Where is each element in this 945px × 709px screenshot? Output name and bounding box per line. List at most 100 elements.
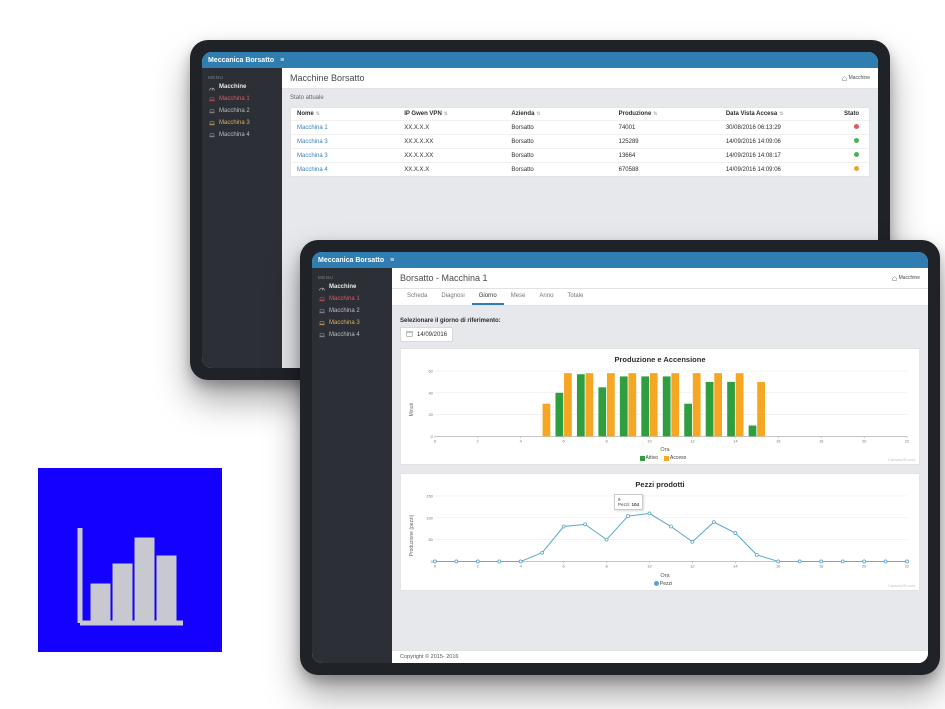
- laptop-icon: [319, 297, 325, 302]
- svg-text:4: 4: [520, 438, 523, 443]
- tab-scheda[interactable]: Scheda: [400, 289, 434, 305]
- cell-nome[interactable]: Macchina 3: [297, 139, 404, 145]
- svg-text:6: 6: [563, 564, 566, 569]
- svg-text:100: 100: [426, 516, 433, 521]
- svg-text:8: 8: [605, 564, 608, 569]
- chart-attribution: CanvasJS.com: [888, 457, 915, 462]
- laptop-icon: [209, 121, 215, 126]
- cell-azienda: Borsatto: [511, 153, 618, 159]
- column-header[interactable]: Nome⇅: [297, 111, 404, 117]
- laptop-icon: [319, 321, 325, 326]
- svg-text:16: 16: [776, 564, 781, 569]
- sidebar-item-macchina-1[interactable]: Macchina 1: [202, 93, 282, 105]
- laptop-icon: [319, 309, 325, 314]
- sidebar-item-label: Macchina 3: [219, 120, 250, 126]
- svg-text:40: 40: [428, 390, 433, 395]
- logo-tile: [38, 468, 222, 652]
- date-picker[interactable]: 14/09/2016: [400, 327, 453, 342]
- sidebar-item-macchina-3[interactable]: Macchina 3: [312, 317, 392, 329]
- sort-icon: ⇅: [444, 111, 448, 117]
- cell-stato: [833, 166, 863, 173]
- sidebar-item-macchina-4[interactable]: Macchina 4: [202, 129, 282, 141]
- svg-text:14: 14: [733, 564, 738, 569]
- dashboard-icon: [319, 285, 325, 290]
- sidebar-item-label: Macchine: [329, 284, 356, 290]
- chart-card-produzione: Produzione e Accensione Minuti 020406002…: [400, 348, 920, 465]
- svg-text:20: 20: [862, 438, 867, 443]
- legend: Pezzi: [407, 581, 913, 587]
- column-header[interactable]: IP Gwen VPN⇅: [404, 111, 511, 117]
- laptop-icon: [209, 97, 215, 102]
- date-select-label: Selezionare il giorno di riferimento:: [400, 318, 920, 324]
- cell-nome[interactable]: Macchina 1: [297, 125, 404, 131]
- svg-text:18: 18: [819, 438, 824, 443]
- cell-data: 14/09/2016 14:09:06: [726, 167, 833, 173]
- svg-text:2: 2: [477, 564, 479, 569]
- cell-produzione: 670588: [619, 167, 726, 173]
- brand: Meccanica Borsatto: [318, 257, 384, 264]
- sidebar-item-machines[interactable]: Macchine: [202, 81, 282, 93]
- svg-text:18: 18: [819, 564, 824, 569]
- breadcrumb[interactable]: Macchine: [842, 75, 870, 81]
- menu-toggle-icon[interactable]: ≡: [390, 257, 394, 264]
- sidebar-item-label: Macchina 4: [329, 332, 360, 338]
- tab-anno[interactable]: Anno: [532, 289, 560, 305]
- sidebar-item-macchina-4[interactable]: Macchina 4: [312, 329, 392, 341]
- cell-data: 14/09/2016 14:09:06: [726, 139, 833, 145]
- chart-title: Pezzi prodotti: [407, 480, 913, 489]
- menu-toggle-icon[interactable]: ≡: [280, 57, 284, 64]
- sidebar-item-label: Macchina 2: [329, 308, 360, 314]
- sidebar-item-macchina-3[interactable]: Macchina 3: [202, 117, 282, 129]
- sort-icon: ⇅: [536, 111, 540, 117]
- sidebar: MENU Macchine Macchina 1Macchina 2Macchi…: [312, 268, 392, 663]
- sidebar-item-macchina-1[interactable]: Macchina 1: [312, 293, 392, 305]
- svg-text:0: 0: [434, 438, 437, 443]
- cell-ip: XX.X.X.X: [404, 167, 511, 173]
- column-header[interactable]: Stato: [833, 111, 863, 117]
- sidebar-item-label: Macchina 1: [329, 296, 360, 302]
- cell-produzione: 125289: [619, 139, 726, 145]
- cell-nome[interactable]: Macchina 4: [297, 167, 404, 173]
- laptop-icon: [209, 133, 215, 138]
- legend: AttivoAcceso: [407, 455, 913, 461]
- sidebar-item-label: Macchina 3: [329, 320, 360, 326]
- page-title: Macchine Borsatto: [290, 73, 365, 83]
- cell-data: 14/09/2016 14:08:17: [726, 153, 833, 159]
- tablet-front: Meccanica Borsatto ≡ MENU Macchine Macch…: [300, 240, 940, 675]
- column-header[interactable]: Azienda⇅: [511, 111, 618, 117]
- svg-text:150: 150: [426, 494, 433, 499]
- chart-title: Produzione e Accensione: [407, 355, 913, 364]
- cell-nome[interactable]: Macchina 3: [297, 153, 404, 159]
- tab-diagnosi[interactable]: Diagnosi: [434, 289, 471, 305]
- sidebar-item-macchina-2[interactable]: Macchina 2: [202, 105, 282, 117]
- sidebar-item-machines[interactable]: Macchine: [312, 281, 392, 293]
- tab-totale[interactable]: Totale: [560, 289, 590, 305]
- svg-text:16: 16: [776, 438, 781, 443]
- sidebar-menu-label: MENU: [202, 72, 282, 81]
- sidebar-item-macchina-2[interactable]: Macchina 2: [312, 305, 392, 317]
- table-row: Macchina 1XX.X.X.XBorsatto7400130/08/201…: [291, 120, 869, 134]
- sort-icon: ⇅: [779, 111, 783, 117]
- breadcrumb[interactable]: Macchine: [892, 275, 920, 281]
- svg-text:20: 20: [428, 412, 433, 417]
- cell-ip: XX.X.X.XX: [404, 153, 511, 159]
- page-header: Macchine Borsatto Macchine: [282, 68, 878, 89]
- sidebar-item-label: Macchina 2: [219, 108, 250, 114]
- column-header[interactable]: Produzione⇅: [619, 111, 726, 117]
- x-axis-label: Ora: [417, 447, 913, 453]
- cell-stato: [833, 124, 863, 131]
- svg-text:2: 2: [477, 438, 479, 443]
- svg-text:12: 12: [690, 438, 694, 443]
- topbar: Meccanica Borsatto ≡: [202, 52, 878, 68]
- bar-chart-icon: [75, 528, 185, 628]
- laptop-icon: [209, 109, 215, 114]
- tab-giorno[interactable]: Giorno: [472, 289, 504, 305]
- svg-text:6: 6: [563, 438, 566, 443]
- machines-table: Nome⇅IP Gwen VPN⇅Azienda⇅Produzione⇅Data…: [290, 107, 870, 177]
- laptop-icon: [319, 333, 325, 338]
- screen-front: Meccanica Borsatto ≡ MENU Macchine Macch…: [312, 252, 928, 663]
- column-header[interactable]: Data Vista Accesa⇅: [726, 111, 833, 117]
- chart-card-pezzi: Pezzi prodotti Produzione (pezzi) 050100…: [400, 473, 920, 590]
- x-axis-label: Ora: [417, 573, 913, 579]
- tab-mese[interactable]: Mese: [504, 289, 533, 305]
